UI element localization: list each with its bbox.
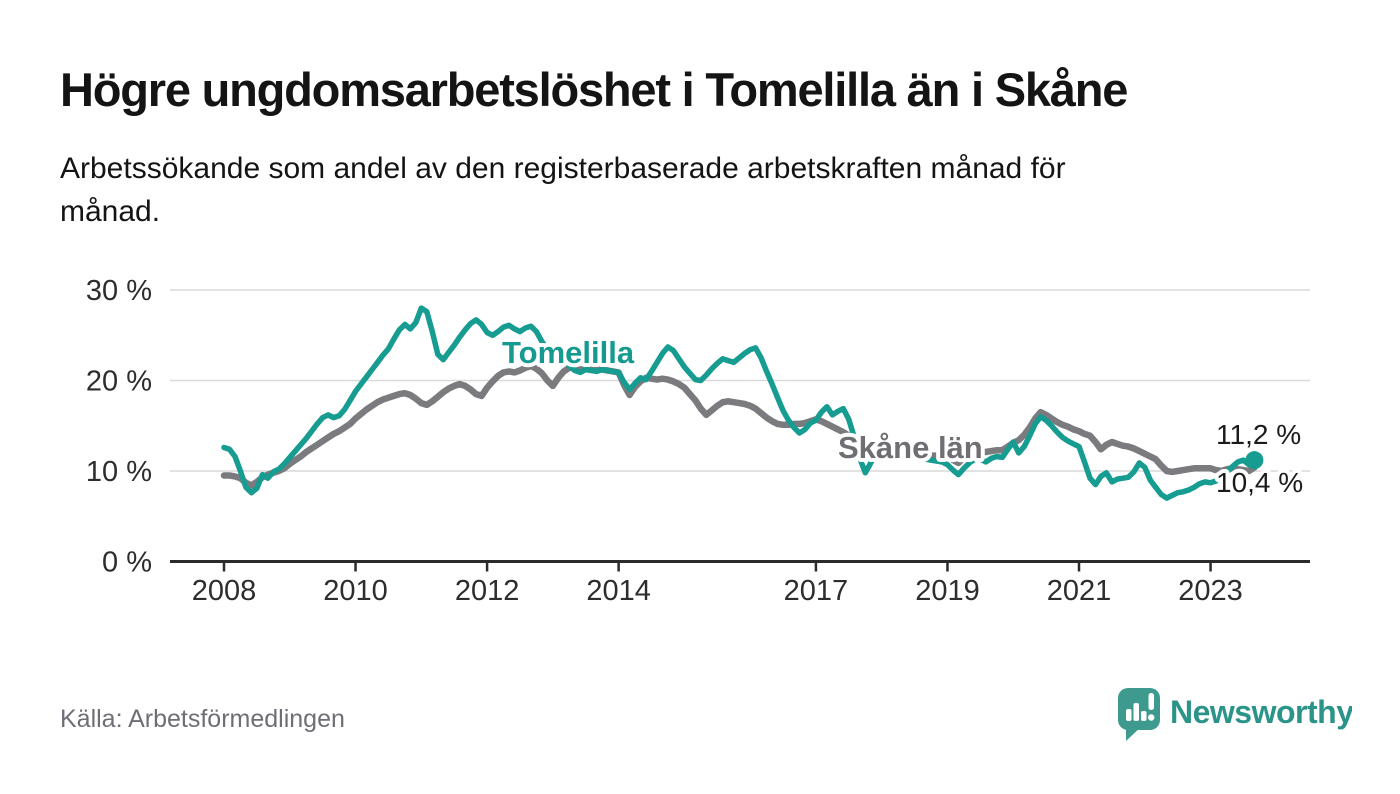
x-tick-label: 2014 — [586, 575, 651, 607]
y-axis-labels: 0 % 10 % 20 % 30 % — [86, 275, 152, 579]
y-tick-label: 30 % — [86, 275, 152, 307]
series-label-skane-lan: Skåne län — [838, 430, 983, 465]
x-tick-label: 2012 — [455, 575, 520, 607]
newsworthy-logo-mark-icon — [1118, 688, 1160, 741]
x-tick-label: 2021 — [1047, 575, 1112, 607]
logo-bar-3 — [1141, 711, 1147, 721]
chart-subtitle: Arbetssökande som andel av den registerb… — [60, 147, 1066, 233]
x-tick-label: 2010 — [323, 575, 388, 607]
subtitle-line-2: månad. — [60, 195, 161, 228]
series-layer — [220, 305, 1264, 501]
series-label-tomelilla: Tomelilla — [502, 335, 635, 370]
x-axis-labels: 2008 2010 2012 2014 2017 2019 2021 2023 — [192, 575, 1243, 607]
newsworthy-logo: Newsworthy — [1118, 688, 1352, 741]
x-tick-label: 2023 — [1178, 575, 1243, 607]
newsworthy-logo-text: Newsworthy — [1170, 694, 1352, 730]
y-tick-label: 20 % — [86, 366, 152, 398]
x-tick-label: 2017 — [784, 575, 849, 607]
logo-exclamation-dot — [1148, 714, 1155, 721]
source-note: Källa: Arbetsförmedlingen — [60, 705, 345, 733]
end-value-label-skane-lan: 10,4 % — [1216, 467, 1303, 498]
line-tomelilla — [221, 305, 1258, 501]
logo-bubble-tail — [1126, 726, 1142, 741]
grid-layer — [170, 289, 1310, 572]
x-tick-label: 2019 — [915, 575, 980, 607]
annotation-layer: Tomelilla Skåne län 11,2 % 10,4 % — [498, 331, 1307, 502]
x-tick-label: 2008 — [192, 575, 257, 607]
end-value-label-tomelilla: 11,2 % — [1216, 419, 1301, 450]
logo-exclamation-shaft — [1148, 693, 1154, 710]
logo-bar-2 — [1133, 703, 1139, 721]
series-endpoint-dot — [1245, 451, 1264, 470]
y-tick-label: 0 % — [102, 547, 152, 579]
line-skane-lan — [220, 362, 1258, 489]
y-tick-label: 10 % — [86, 456, 152, 488]
subtitle-line-1: Arbetssökande som andel av den registerb… — [60, 152, 1066, 185]
logo-bar-1 — [1126, 709, 1132, 721]
page-title: Högre ungdomsarbetslöshet i Tomelilla än… — [60, 63, 1128, 116]
